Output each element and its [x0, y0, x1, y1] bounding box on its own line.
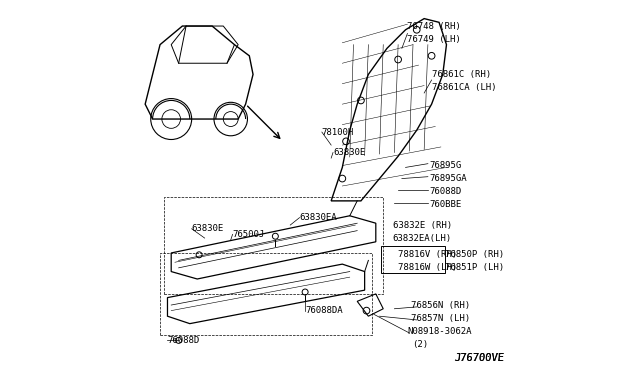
Text: 63832EA(LH): 63832EA(LH) — [392, 234, 452, 243]
Text: 63832E (RH): 63832E (RH) — [392, 221, 452, 230]
Text: 760BBE: 760BBE — [429, 200, 462, 209]
Text: 76850P (RH): 76850P (RH) — [445, 250, 504, 259]
Text: 76088D: 76088D — [429, 187, 462, 196]
Text: 76861CA (LH): 76861CA (LH) — [431, 83, 496, 92]
Text: 78100H: 78100H — [322, 128, 354, 137]
Text: 78816V (RH): 78816V (RH) — [398, 250, 457, 259]
Text: 78816W (LH): 78816W (LH) — [398, 263, 457, 272]
Text: 63830E: 63830E — [191, 224, 224, 233]
Text: 76748 (RH): 76748 (RH) — [408, 22, 461, 31]
Text: 76895G: 76895G — [429, 161, 462, 170]
Text: 76851P (LH): 76851P (LH) — [445, 263, 504, 272]
Bar — [381, 246, 445, 273]
Text: J76700VE: J76700VE — [454, 353, 504, 363]
Text: 76895GA: 76895GA — [429, 174, 467, 183]
Text: J76700VE: J76700VE — [454, 353, 504, 363]
Text: N08918-3062A: N08918-3062A — [408, 327, 472, 336]
Text: 76857N (LH): 76857N (LH) — [411, 314, 470, 323]
Text: 63830E: 63830E — [333, 148, 365, 157]
Text: 76749 (LH): 76749 (LH) — [408, 35, 461, 44]
Text: 76088D: 76088D — [168, 336, 200, 345]
Text: (2): (2) — [412, 340, 428, 349]
Text: 76861C (RH): 76861C (RH) — [431, 70, 491, 79]
Text: 63830EA: 63830EA — [300, 213, 337, 222]
Text: 76856N (RH): 76856N (RH) — [411, 301, 470, 310]
Text: 76500J: 76500J — [232, 230, 265, 239]
Text: 76088DA: 76088DA — [305, 306, 343, 315]
